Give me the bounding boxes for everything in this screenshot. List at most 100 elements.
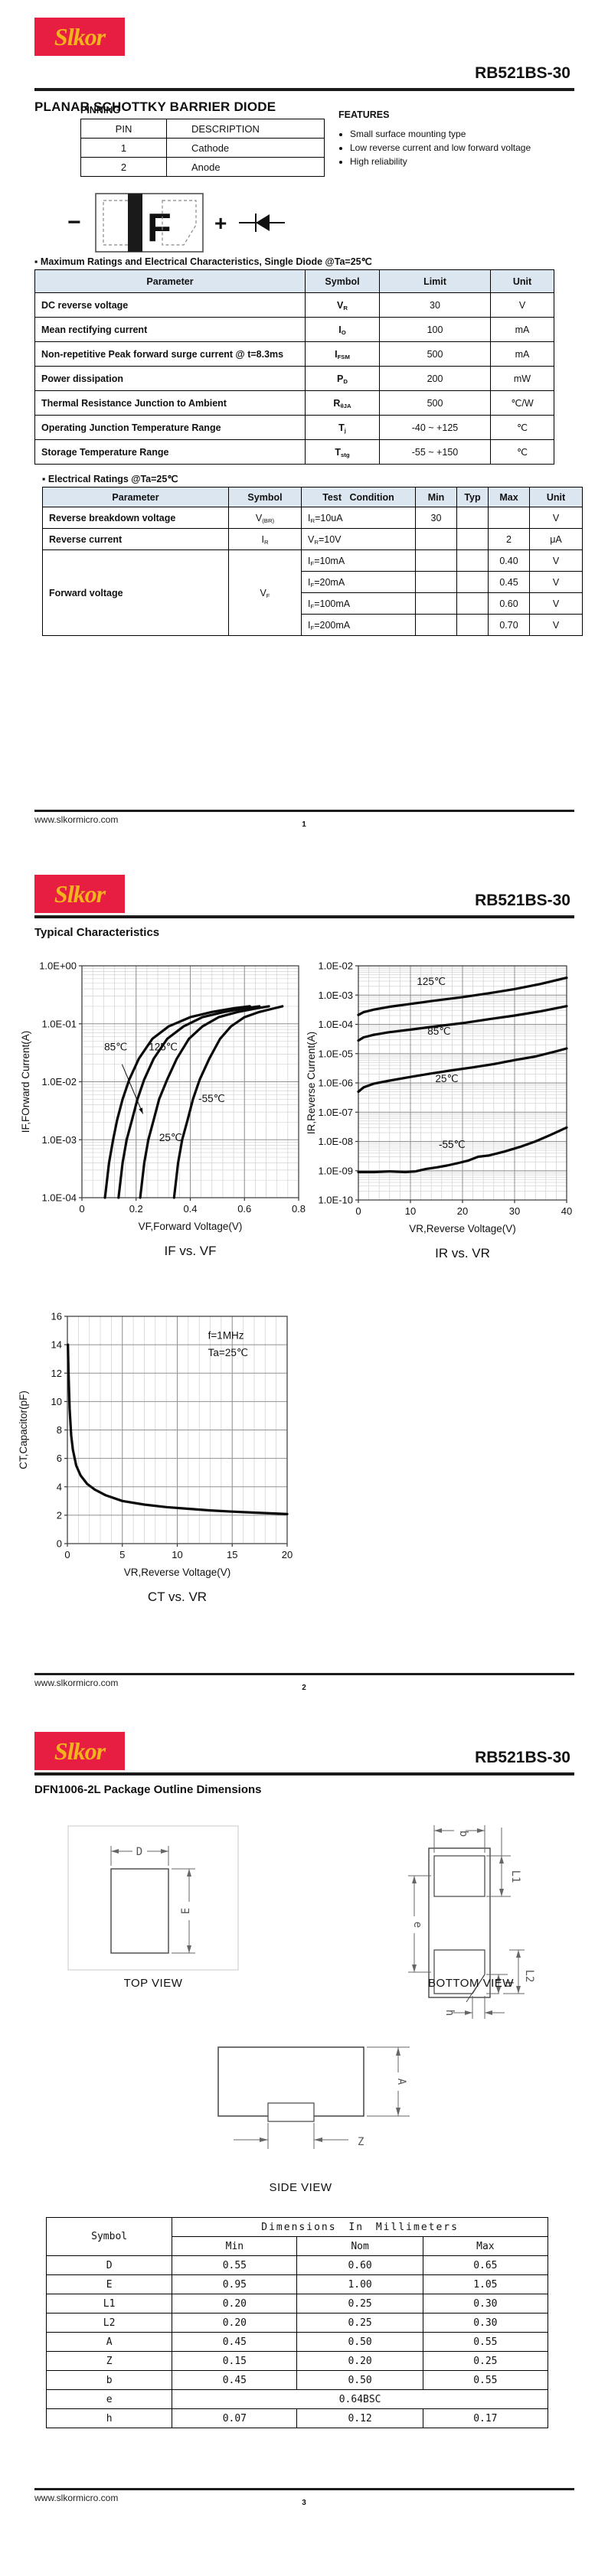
y-tick-label: 1.0E-06 (318, 1078, 353, 1089)
footer-website-1: www.slkormicro.com (34, 814, 119, 825)
dim-label-h2: h (443, 2010, 456, 2016)
table-row: Z 0.15 0.20 0.25 (45, 2351, 549, 2371)
y-tick-label: 10 (51, 1396, 62, 1407)
curve-label: 25℃ (159, 1132, 182, 1143)
top-view-caption: TOP VIEW (123, 1977, 183, 1990)
dim-h-horizontal (453, 1996, 505, 2019)
footer-website-3: www.slkormicro.com (34, 2493, 119, 2503)
table-cell: Mean rectifying current (34, 317, 306, 342)
table-cell: 0.60 (296, 2255, 423, 2275)
table-cell: Parameter (34, 269, 306, 293)
table-cell: h (45, 2408, 173, 2428)
pad-1 (433, 1855, 485, 1897)
table-cell (415, 571, 457, 593)
package-outline (428, 1847, 491, 1998)
y-tick-label: 16 (51, 1311, 62, 1322)
table-cell: A (45, 2332, 173, 2352)
x-tick-label: 30 (509, 1205, 520, 1217)
x-tick-label: 0.4 (183, 1203, 197, 1215)
dim-label-E: E (180, 1908, 192, 1914)
plus-sign: + (214, 211, 227, 235)
x-tick-label: 5 (119, 1549, 125, 1560)
table-cell (415, 592, 457, 615)
table-row: b 0.45 0.50 0.55 (45, 2370, 549, 2390)
features-list: Small surface mounting type Low reverse c… (338, 129, 595, 170)
y-tick-label: 2 (57, 1509, 62, 1521)
footer-rule-3 (34, 2488, 574, 2490)
dim-label-h: h (502, 1981, 515, 1987)
table-cell: 500 (379, 341, 491, 367)
pinning-heading: PINNING (80, 105, 121, 116)
table-cell: 0.65 (422, 2255, 549, 2275)
curve-label: 125℃ (417, 976, 446, 987)
table-cell: mW (490, 366, 554, 391)
curve-label: 25℃ (436, 1073, 459, 1084)
y-tick-label: 12 (51, 1368, 62, 1379)
text-segment: stg (341, 452, 350, 459)
brand-wordmark: Slkor (54, 1736, 106, 1765)
cathode-band (128, 194, 142, 252)
text-segment: F (310, 582, 315, 589)
footer-website-2: www.slkormicro.com (34, 1678, 119, 1688)
text-segment: P (337, 373, 344, 384)
chamfer-leader (466, 1974, 485, 2003)
curve-125℃ (103, 1005, 251, 1199)
table-cell: e (45, 2389, 173, 2409)
table-cell: 0.30 (422, 2313, 549, 2333)
chart-ct-vs-vr: 0 5 10 15 201614121086420f=1MHzTa=25℃VR,Reve… (18, 1311, 293, 1605)
text-segment: R (343, 305, 348, 312)
dim-label-e: e (411, 1922, 423, 1928)
bottom-view-drawing: b L1 e h L2 (408, 1825, 535, 2019)
text-segment: I (338, 324, 342, 335)
table-cell: RθJA (305, 390, 380, 416)
y-tick-label: 1.0E-07 (318, 1107, 353, 1118)
text-segment: R (333, 397, 341, 409)
table-cell: 0.12 (296, 2408, 423, 2428)
text-segment: V (337, 299, 344, 311)
table-cell: 0.30 (422, 2294, 549, 2314)
table-cell: IF=20mA (301, 571, 416, 593)
x-tick-label: 10 (405, 1205, 416, 1217)
y-tick-label: 1.0E-02 (41, 1076, 77, 1087)
table-cell: 0.25 (422, 2351, 549, 2371)
table-cell: IF=200mA (301, 614, 416, 636)
table-cell: L2 (45, 2313, 173, 2333)
table-cell: 0.25 (296, 2294, 423, 2314)
chart-ir-vs-vr: 0 10 20 30 40 1.0E-02 1.0E-03 1.0E-04 1.0E-05 1.0… (306, 960, 572, 1261)
table-cell: Z (45, 2351, 173, 2371)
feature-item: High reliability (350, 156, 595, 167)
text-segment: FSM (337, 354, 350, 361)
table-cell: Symbol (45, 2217, 173, 2256)
table-cell: Nom (296, 2236, 423, 2256)
brand-wordmark: Slkor (54, 22, 106, 51)
table-cell: L1 (45, 2294, 173, 2314)
table-row: Mean rectifying current IO 100 mA (34, 317, 554, 342)
table-cell (456, 528, 489, 550)
annotation-arrowhead (139, 1107, 143, 1114)
table-cell: Typ (456, 487, 489, 507)
curve-85℃ (357, 1005, 568, 1042)
table-row: L1 0.20 0.25 0.30 (45, 2294, 549, 2314)
text-segment: =200mA (314, 619, 351, 631)
y-tick-label: 1.0E-04 (318, 1019, 353, 1030)
table-cell: VF (228, 549, 302, 636)
table-cell: Unit (529, 487, 583, 507)
table-row: Thermal Resistance Junction to Ambient Rθ… (34, 390, 554, 416)
table-cell: ℃ (490, 415, 554, 440)
table-row: Operating Junction Temperature Range Tj -4… (34, 415, 554, 440)
table-cell: 0.45 (488, 571, 530, 593)
text-segment: F (310, 560, 315, 568)
y-tick-label: 4 (57, 1481, 62, 1492)
table-cell: Symbol (228, 487, 302, 507)
table-cell: 0.55 (422, 2370, 549, 2390)
x-tick-label: 0.2 (129, 1203, 143, 1215)
curve-25℃ (357, 1047, 568, 1094)
table-cell: 0.40 (488, 549, 530, 572)
table-cell: Test Condition (301, 487, 416, 507)
table-cell: 0.55 (172, 2255, 298, 2275)
table-cell: Non-repetitive Peak forward surge curren… (34, 341, 306, 367)
table-row: Storage Temperature Range Tstg -55 ~ +150 ℃ (34, 439, 554, 465)
chart-title: IR vs. VR (435, 1246, 490, 1260)
x-tick-label: 0 (355, 1205, 361, 1217)
table-cell: 1.00 (296, 2274, 423, 2294)
